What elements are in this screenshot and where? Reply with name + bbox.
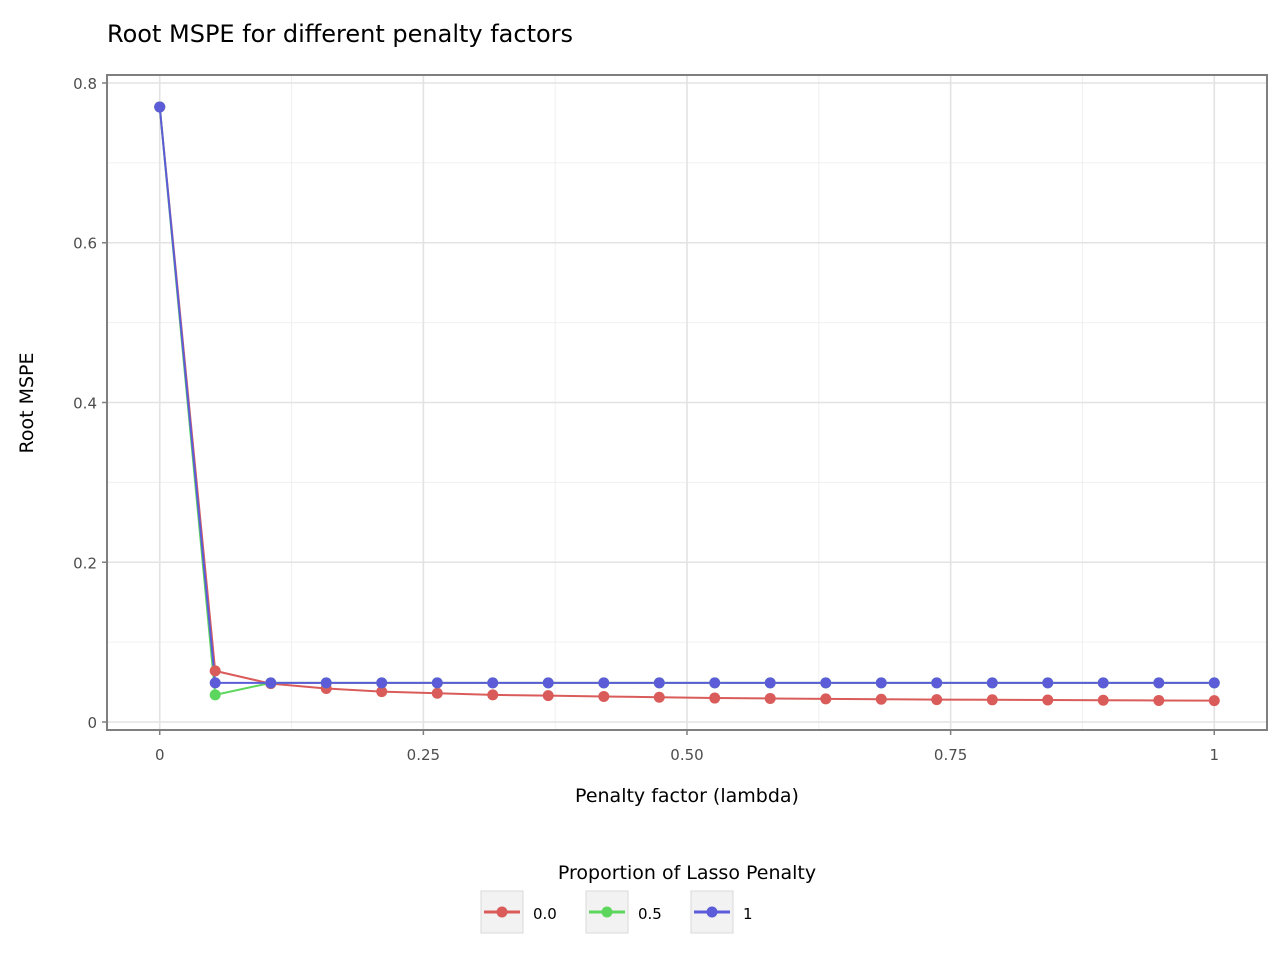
data-point-0-0 [1153, 694, 1165, 706]
legend-item-0-5: 0.5 [585, 890, 662, 934]
data-point-1 [320, 677, 332, 689]
data-point-1 [376, 677, 388, 689]
y-tick-label: 0.6 [73, 235, 97, 253]
data-point-0-5 [209, 689, 221, 701]
data-point-0-0 [931, 694, 943, 706]
y-axis-title: Root MSPE [16, 352, 38, 453]
data-point-0-0 [1208, 695, 1220, 707]
x-tick-label: 0.75 [934, 746, 967, 764]
legend-title: Proportion of Lasso Penalty [558, 862, 816, 884]
x-axis-title: Penalty factor (lambda) [575, 785, 799, 807]
chart-title: Root MSPE for different penalty factors [107, 20, 573, 48]
data-point-1 [598, 677, 610, 689]
grid [107, 75, 1267, 730]
data-point-1 [875, 677, 887, 689]
data-point-1 [820, 677, 832, 689]
data-point-1 [265, 677, 277, 689]
x-tick-label: 0.50 [670, 746, 703, 764]
data-point-0-0 [598, 690, 610, 702]
data-point-1 [764, 677, 776, 689]
series-points [154, 101, 1220, 707]
data-point-1 [1208, 677, 1220, 689]
legend-label: 1 [743, 905, 753, 923]
data-point-0-0 [709, 692, 721, 704]
y-tick-label: 0.2 [73, 554, 97, 572]
x-tick-label: 0 [155, 746, 165, 764]
data-point-0-0 [820, 693, 832, 705]
legend-key-point [601, 906, 613, 918]
data-point-1 [542, 677, 554, 689]
legend-item-1: 1 [690, 890, 753, 934]
data-point-0-0 [209, 665, 221, 677]
data-point-0-0 [1042, 694, 1054, 706]
data-point-1 [986, 677, 998, 689]
y-axis-ticks: 0 0.2 0.4 0.6 0.8 [73, 75, 107, 732]
data-point-1 [1153, 677, 1165, 689]
data-point-1 [653, 677, 665, 689]
legend: 0.0 0.5 1 [480, 890, 753, 934]
data-point-0-0 [542, 690, 554, 702]
legend-label: 0.0 [533, 905, 557, 923]
data-point-0-0 [986, 694, 998, 706]
legend-key-point [496, 906, 508, 918]
data-point-0-0 [764, 692, 776, 704]
data-point-1 [931, 677, 943, 689]
data-point-1 [431, 677, 443, 689]
data-point-1 [487, 677, 499, 689]
data-point-0-0 [653, 691, 665, 703]
series-lines [158, 106, 1215, 702]
data-point-1 [1042, 677, 1054, 689]
series-line-0-0 [158, 106, 1215, 702]
y-tick-label: 0.4 [73, 395, 97, 413]
data-point-0-0 [376, 686, 388, 698]
data-point-1 [154, 101, 166, 113]
data-point-0-0 [875, 693, 887, 705]
data-point-1 [209, 677, 221, 689]
legend-item-0-0: 0.0 [480, 890, 557, 934]
data-point-0-0 [487, 689, 499, 701]
legend-key-point [706, 906, 718, 918]
legend-label: 0.5 [638, 905, 662, 923]
x-tick-label: 1 [1209, 746, 1219, 764]
data-point-1 [709, 677, 721, 689]
data-point-0-0 [431, 687, 443, 699]
series-line-1 [158, 106, 1215, 684]
x-tick-label: 0.25 [407, 746, 440, 764]
y-tick-label: 0 [87, 714, 97, 732]
x-axis-ticks: 0 0.25 0.50 0.75 1 [155, 730, 1219, 764]
y-tick-label: 0.8 [73, 75, 97, 93]
data-point-1 [1097, 677, 1109, 689]
data-point-0-0 [1097, 694, 1109, 706]
